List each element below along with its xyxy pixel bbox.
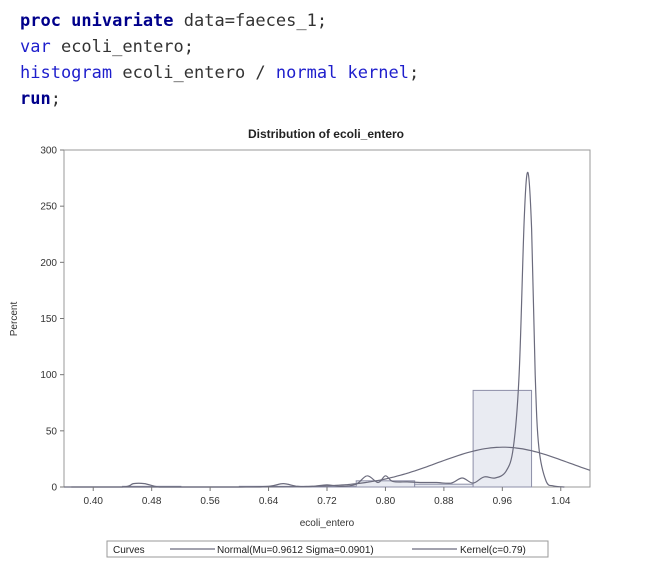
y-tick-label: 250 [40,202,57,213]
x-tick-label: 0.96 [493,496,513,507]
x-tick-label: 0.88 [434,496,454,507]
kernel-curve [71,171,565,488]
y-tick-label: 300 [40,146,57,157]
x-tick-label: 0.64 [259,496,279,507]
code-line-2: var ecoli_entero; [20,37,195,57]
y-tick-label: 100 [40,370,57,381]
legend: Curves Normal(Mu=0.9612 Sigma=0.0901) Ke… [106,540,549,558]
x-tick-label: 0.48 [142,496,162,507]
y-axis-label: Percent [9,302,20,337]
legend-title: Curves [113,545,145,556]
y-tick-label: 50 [46,426,58,437]
legend-normal-label: Normal(Mu=0.9612 Sigma=0.0901) [217,545,374,556]
code-line-3: histogram ecoli_entero / normal kernel; [20,63,420,83]
x-tick-label: 0.40 [83,496,103,507]
x-tick-label: 0.72 [317,496,337,507]
histogram-bar [414,483,474,488]
chart-area: Distribution of ecoli_entero 0 50 100 150 20… [0,120,651,564]
histogram-chart: Distribution of ecoli_entero 0 50 100 150 20… [9,127,591,558]
y-tick-label: 150 [40,314,57,325]
code-line-1: proc univariate data=faeces_1; [20,11,328,31]
y-tick-label: 0 [51,483,57,494]
legend-kernel-label: Kernel(c=0.79) [460,545,526,556]
x-tick-label: 0.80 [376,496,396,507]
chart-title: Distribution of ecoli_entero [248,127,404,141]
x-tick-label: 1.04 [551,496,571,507]
code-block: proc univariate data=faeces_1;var ecoli_… [20,8,419,112]
code-line-4: run; [20,89,61,109]
x-tick-label: 0.56 [200,496,220,507]
histogram-bar [472,389,533,488]
y-tick-label: 200 [40,258,57,269]
x-axis-label: ecoli_entero [300,518,355,529]
legend-box [106,540,549,558]
